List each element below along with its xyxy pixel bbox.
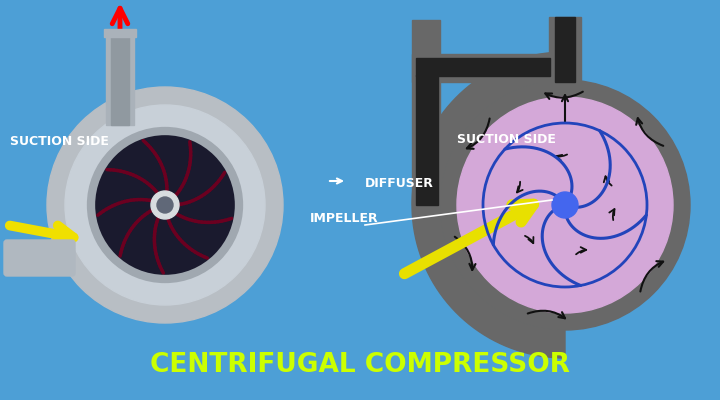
FancyBboxPatch shape <box>412 20 440 205</box>
Circle shape <box>151 191 179 219</box>
Text: SUCTION SIDE: SUCTION SIDE <box>457 133 556 146</box>
Circle shape <box>157 197 173 213</box>
FancyBboxPatch shape <box>4 240 75 276</box>
FancyBboxPatch shape <box>549 17 581 82</box>
FancyBboxPatch shape <box>111 30 129 125</box>
FancyBboxPatch shape <box>412 54 560 82</box>
FancyBboxPatch shape <box>416 75 438 205</box>
Text: IMPELLER: IMPELLER <box>310 212 379 225</box>
FancyBboxPatch shape <box>106 30 134 125</box>
Circle shape <box>440 80 690 330</box>
Circle shape <box>457 97 673 313</box>
FancyBboxPatch shape <box>555 17 575 82</box>
Circle shape <box>552 192 578 218</box>
FancyBboxPatch shape <box>104 29 136 37</box>
Text: DIFFUSER: DIFFUSER <box>365 177 434 190</box>
Circle shape <box>93 133 237 277</box>
FancyBboxPatch shape <box>416 58 550 76</box>
Polygon shape <box>412 52 565 358</box>
Circle shape <box>65 105 265 305</box>
Circle shape <box>47 87 283 323</box>
Text: CENTRIFUGAL COMPRESSOR: CENTRIFUGAL COMPRESSOR <box>150 352 570 378</box>
Text: SUCTION SIDE: SUCTION SIDE <box>10 135 109 148</box>
